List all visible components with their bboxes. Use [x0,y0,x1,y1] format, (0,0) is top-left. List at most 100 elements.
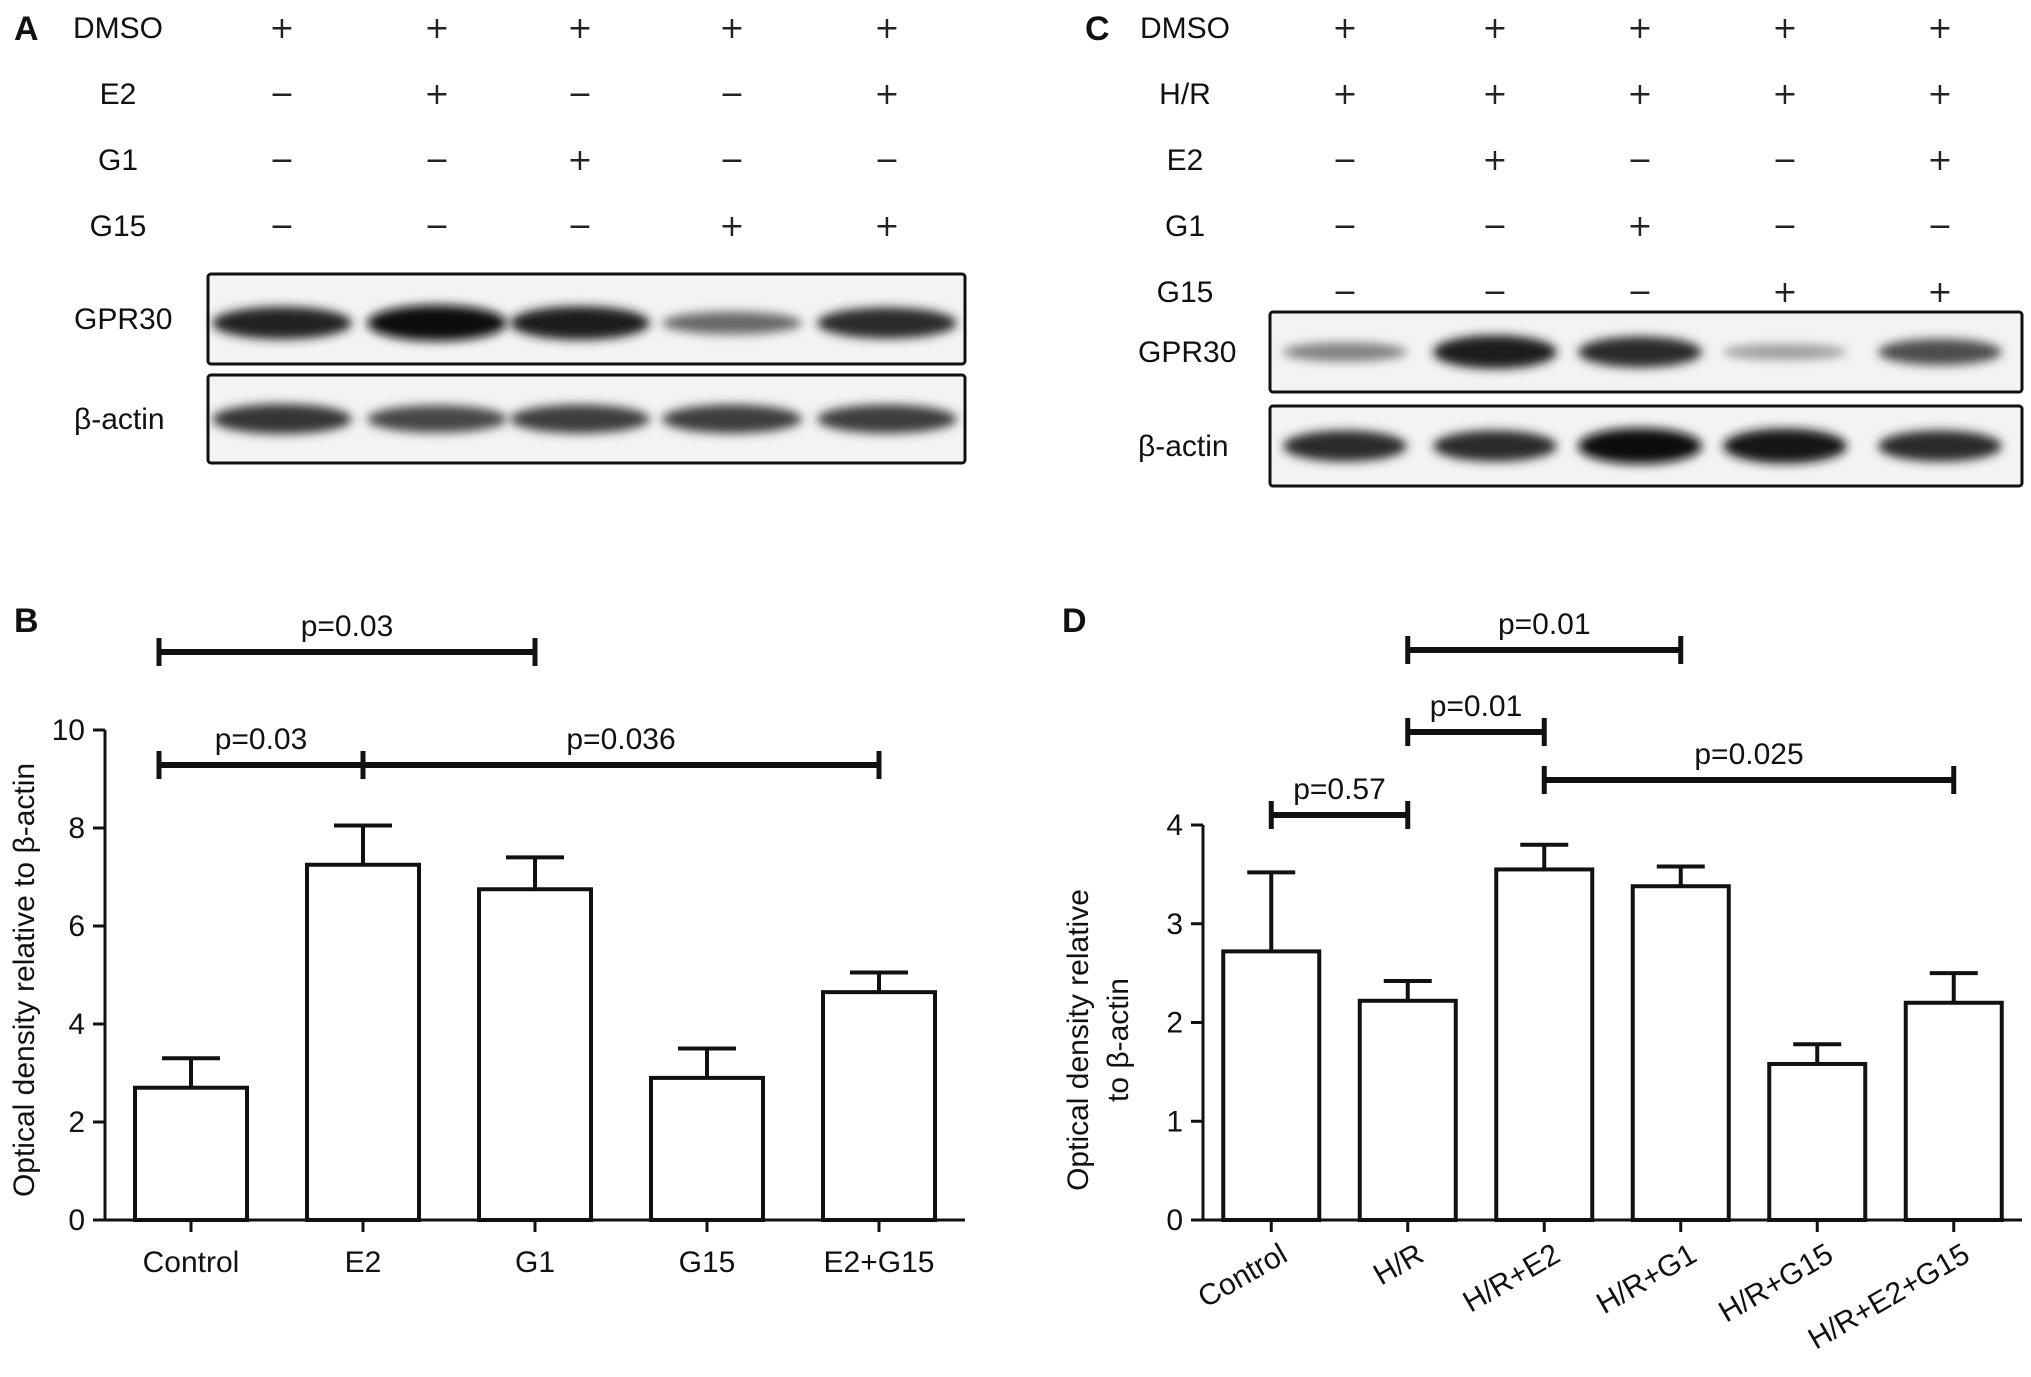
minus-sign: − [719,77,744,112]
row-label: G1 [1165,210,1205,243]
treatment-table: DMSO + + + + + E2 − + − − + G1 − − + − − G15 − − − + + [73,11,900,244]
plus-sign: + [1927,143,1952,178]
blot-band [1723,428,1847,464]
plus-sign: + [1772,275,1797,310]
x-tick-label: H/R+G1 [1591,1237,1702,1320]
blot-band [367,405,507,433]
bar [821,990,937,1223]
plus-sign: + [1627,77,1652,112]
plus-sign: + [719,11,744,46]
minus-sign: − [719,143,744,178]
blot-area: GPR30 β-actin [74,272,967,465]
minus-sign: − [424,143,449,178]
x-tick-label: H/R+G15 [1713,1237,1839,1329]
blot-band [1433,430,1557,462]
bar [1357,998,1458,1223]
p-value-label: p=0.57 [1293,773,1386,806]
x-tick-label: E2 [345,1246,382,1279]
blot-band [212,306,352,340]
blot-band [817,307,957,339]
plus-sign: + [567,143,592,178]
y-tick-label: 3 [1166,908,1183,941]
p-value-label: p=0.01 [1498,608,1591,641]
minus-sign: − [1332,275,1357,310]
panel-letter-a: A [14,10,39,48]
p-value-label: p=0.036 [566,723,675,756]
blot-band [1283,430,1407,462]
panel-d-bar-chart: D Optical density relative to β-actin 0 1… [1062,602,2022,1356]
bar [1494,867,1595,1222]
minus-sign: − [1772,143,1797,178]
blot-label: GPR30 [74,303,172,336]
y-tick-label: 1 [1166,1105,1183,1138]
blot-band [817,404,957,434]
y-tick-label: 2 [68,1106,85,1139]
y-tick-label: 2 [1166,1007,1183,1040]
y-tick-label: 0 [1166,1204,1183,1237]
minus-sign: − [269,77,294,112]
x-tick-label: E2+G15 [824,1246,935,1279]
blot-band [510,404,650,434]
row-label: G15 [90,210,147,243]
blot-band [1433,335,1557,369]
plus-sign: + [1482,143,1507,178]
blot-label: β-actin [74,403,165,436]
minus-sign: − [1482,209,1507,244]
minus-sign: − [567,209,592,244]
bar [305,862,421,1222]
y-tick-label: 4 [68,1008,85,1041]
blot-band [1578,428,1702,464]
plus-sign: + [424,77,449,112]
plus-sign: + [269,11,294,46]
bar [1903,1000,2004,1222]
plus-sign: + [874,11,899,46]
minus-sign: − [567,77,592,112]
x-tick-label: G1 [515,1246,555,1279]
minus-sign: − [874,143,899,178]
blot-band [1283,342,1407,362]
plus-sign: + [1772,11,1797,46]
plus-sign: + [874,77,899,112]
plus-sign: + [1332,11,1357,46]
panel-b-bar-chart: B Optical density relative to β-actin 0 2… [8,602,965,1279]
plot-area: 0 2 4 6 8 10 Control E2 G1 G15 E2+G15 p=0.03 p=0.03 p… [52,610,965,1279]
y-tick-label: 10 [52,714,85,747]
row-label: G1 [98,144,138,177]
blot-area: GPR30 β-actin [1138,310,2024,488]
plus-sign: + [1332,77,1357,112]
x-tick-label: H/R [1368,1237,1429,1291]
x-tick-label: G15 [679,1246,736,1279]
panel-letter-d: D [1062,602,1087,640]
p-value-label: p=0.025 [1694,738,1803,771]
y-tick-label: 0 [68,1204,85,1237]
blot-band [1578,336,1702,368]
y-axis-label: Optical density relative to β-actin [8,763,41,1197]
minus-sign: − [1332,209,1357,244]
blot-band [212,404,352,434]
y-tick-label: 4 [1166,809,1183,842]
plus-sign: + [874,209,899,244]
blot-band [367,305,507,341]
row-label: E2 [1167,144,1204,177]
row-label: H/R [1159,78,1211,111]
x-tick-label: H/R+E2 [1458,1237,1566,1319]
bar [649,1075,765,1223]
plus-sign: + [424,11,449,46]
blot-band [662,404,802,434]
bar [477,887,593,1222]
minus-sign: − [269,209,294,244]
blot-band [1723,344,1847,360]
blot-band [662,311,802,335]
row-label: E2 [100,78,137,111]
y-tick-label: 8 [68,812,85,845]
minus-sign: − [269,143,294,178]
panel-a-western-blot: A DMSO + + + + + E2 − + − − + G1 − − + − − G15 − − − + + GPR30 β… [14,10,967,465]
plus-sign: + [1482,77,1507,112]
blot-label: GPR30 [1138,336,1236,369]
y-tick-label: 6 [68,910,85,943]
minus-sign: − [1927,209,1952,244]
blot-band [1878,338,2002,366]
y-axis-label-line-2: to β-actin [1102,978,1135,1102]
minus-sign: − [1332,143,1357,178]
